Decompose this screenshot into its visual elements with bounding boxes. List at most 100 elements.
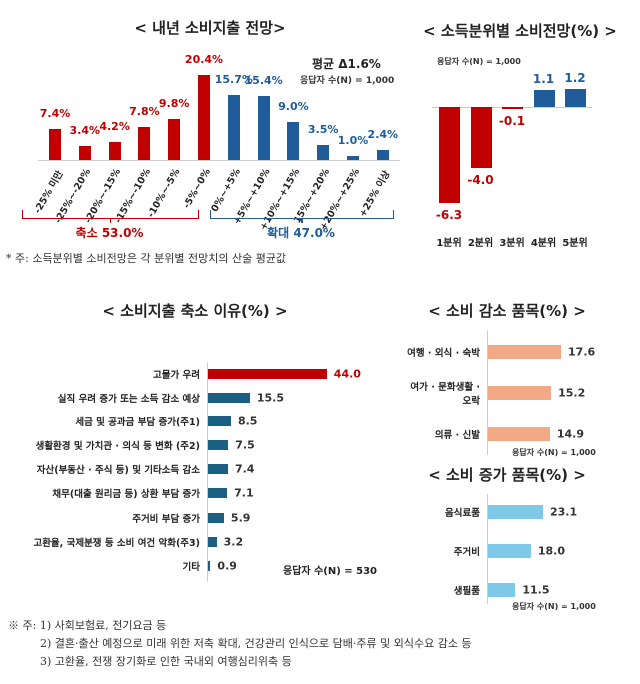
chart3-bar [208,561,211,571]
chart3-category-label: 생활환경 및 가치관 · 의식 등 변화 (주2) [35,441,200,452]
chart5-axis [487,494,488,604]
chart3-bar [208,537,217,547]
chart2-x-label: 3분위 [499,238,525,249]
chart1-title: < 내년 소비지출 전망> [134,19,286,37]
chart3-bar [208,393,250,403]
chart1-respondents: 응답자 수(N) = 1,000 [300,76,395,86]
chart3-category-label: 고환율, 국제분쟁 등 소비 여건 악화(주3) [33,538,200,549]
chart4-bar [488,345,562,359]
chart4-category-label: 여가 · 문화생활 · 오락 [410,382,480,407]
chart4-value-label: 14.9 [556,427,584,441]
chart3-category-label: 기타 [182,562,200,573]
chart1-x-label: 0%~+5% [208,166,243,214]
chart5-category-label: 생필품 [453,586,480,597]
chart1-bar [168,119,181,160]
chart1-bar [287,122,300,160]
chart3-category-label: 실직 우려 증가 또는 소득 감소 예상 [57,394,200,405]
chart3-bar [208,464,228,474]
chart2-bar [533,90,555,107]
chart1-bar [376,149,389,160]
footnote-2: 2) 결혼·출산 예정으로 미래 위한 저축 확대, 건강관리 인식으로 담배·… [40,637,472,650]
chart4-axis [487,330,488,455]
chart5-title: < 소비 증가 품목(%) > [428,466,586,484]
chart1-bar [227,94,240,160]
chart1-group-tick [109,218,111,223]
chart1-value-label: 15.7% [214,72,253,86]
chart4-respondents: 응답자 수(N) = 1,000 [512,448,596,457]
chart2-bar [439,107,460,203]
chart3-value-label: 44.0 [333,367,361,381]
chart5-value-label: 23.1 [549,505,578,519]
chart1-group-tick [301,218,303,223]
chart2-bar [470,107,492,168]
chart1-average: 평균 Δ1.6% [312,57,381,71]
chart4-title: < 소비 감소 품목(%) > [428,302,586,320]
chart1-value-label: 2.4% [367,127,399,141]
chart1-bar [257,95,270,160]
chart3-value-label: 3.2 [223,535,244,549]
chart1-value-label: 3.4% [69,123,101,137]
chart2-x-label: 4분위 [530,238,557,249]
chart5-value-label: 18.0 [537,544,565,558]
chart2-value-label: -4.0 [467,172,494,187]
chart1-value-label: 15.4% [244,73,283,87]
chart4-bar [488,386,552,400]
chart1-value-label: 3.5% [307,123,339,137]
chart3-bar [208,440,229,450]
footnote-1: ※ 주: 1) 사회보험료, 전기요금 등 [8,619,167,632]
chart1-value-label: 7.8% [129,105,160,119]
chart1-group-label: 확대 47.0% [267,226,335,240]
chart2-x-label: 2분위 [467,238,494,249]
chart5-respondents: 응답자 수(N) = 1,000 [512,602,596,611]
chart2-value-label: 1.1 [532,72,555,87]
chart1-value-label: 20.4% [184,52,224,66]
chart3-value-label: 7.4 [234,462,255,476]
chart5-value-label: 11.5 [522,583,550,597]
chart5-category-label: 음식료품 [445,508,480,519]
chart2-title: < 소득분위별 소비전망(%) > [423,22,617,40]
chart1-baseline [38,160,400,161]
chart1-note: * 주: 소득분위별 소비전망은 각 분위별 전망치의 산술 평균값 [6,252,287,265]
chart1-value-label: 9.0% [278,100,309,114]
chart1-bar [347,155,359,160]
chart1-bar [78,145,91,160]
chart2-respondents: 응답자 수(N) = 1,000 [437,57,521,66]
chart1-value-label: 9.8% [158,97,190,111]
chart3-value-label: 7.1 [234,486,254,500]
chart3-value-label: 15.5 [256,391,284,405]
chart2-bar [502,107,523,109]
chart1-x-label: -5%~0% [181,166,213,211]
chart3-value-label: 7.5 [235,438,255,452]
chart2-x-label: 5분위 [562,238,588,249]
chart3-respondents: 응답자 수(N) = 530 [283,566,378,577]
chart3-category-label: 주거비 부담 증가 [132,514,200,525]
chart3-bar [208,513,224,523]
chart1-value-label: 4.2% [99,120,130,134]
footnote-3: 3) 고환율, 전쟁 장기화로 인한 국내외 여행심리위축 등 [40,655,292,668]
chart3-bar [208,369,327,379]
chart1-bar [198,74,210,160]
chart3-value-label: 8.5 [237,414,258,428]
chart1-value-label: 1.0% [337,133,369,147]
chart4-category-label: 여행 · 외식 · 숙박 [407,348,480,359]
chart5-bar [488,505,543,519]
chart1-group-label: 축소 53.0% [75,226,144,240]
chart1-bar [317,145,330,160]
chart5-category-label: 주거비 [453,547,480,558]
chart4-bar [488,427,550,441]
chart2-x-label: 1분위 [436,238,462,249]
chart3-value-label: 5.9 [230,511,251,525]
chart2-value-label: -6.3 [435,207,463,222]
chart5-bar [488,583,516,597]
chart3-title: < 소비지출 축소 이유(%) > [102,302,288,320]
chart2-bar [565,88,586,107]
chart3-category-label: 채무(대출 원리금 등) 상환 부담 증가 [52,489,200,500]
chart1-value-label: 7.4% [39,107,71,121]
chart5-bar [488,544,531,558]
chart4-value-label: 15.2 [558,386,586,400]
chart2-value-label: -0.1 [498,113,526,128]
chart4-value-label: 17.6 [568,345,596,359]
chart4-category-label: 의류 · 신발 [434,430,480,441]
chart1-bar [49,129,61,160]
chart1-bar [138,127,151,160]
